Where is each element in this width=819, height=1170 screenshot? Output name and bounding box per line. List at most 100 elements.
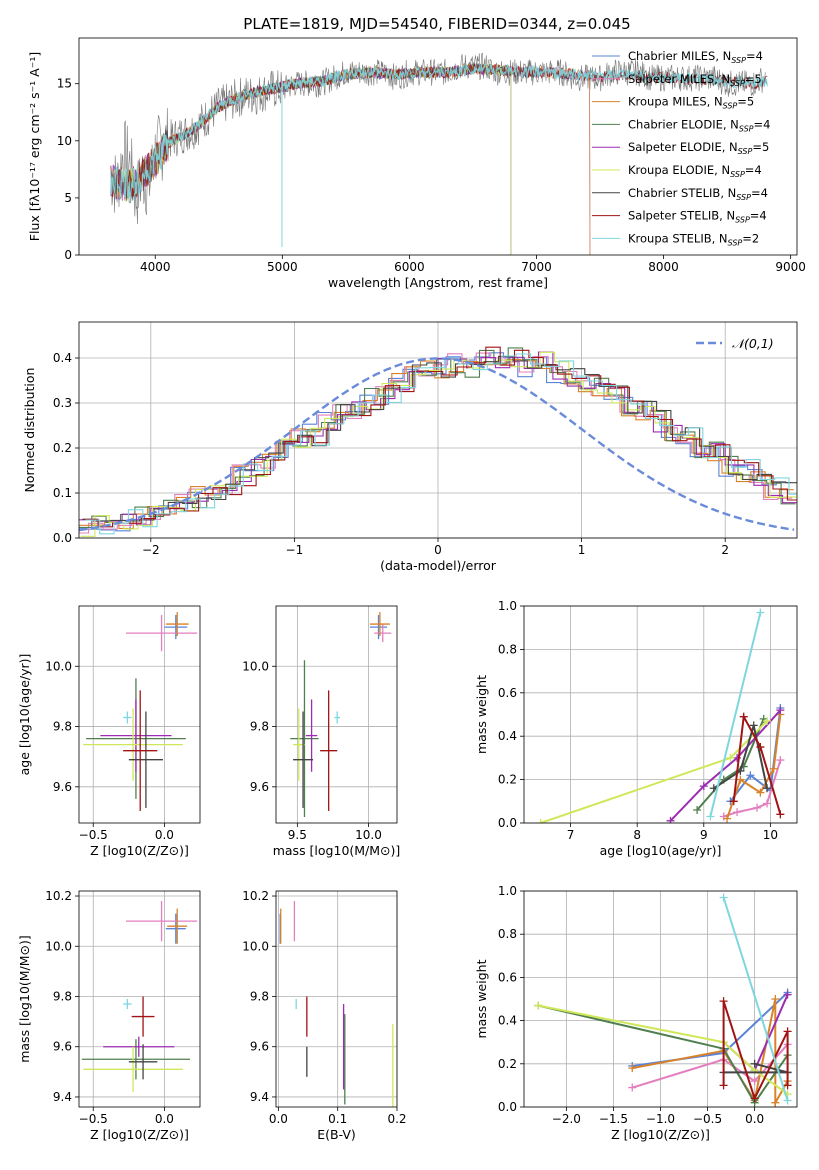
y-tick-label: 9.8	[250, 720, 269, 734]
axes-frame	[78, 321, 798, 539]
spectrum-panel: 4000 5000 6000 7000 8000 9000 0 5 10 15 wavelength…	[27, 37, 806, 290]
y-tick-label: 0.2	[498, 773, 517, 787]
legend-label: Chabrier STELIB, NSSP=4	[628, 186, 768, 202]
x-tick-label: 10.0	[355, 828, 382, 842]
y-tick-label: 0.8	[498, 642, 517, 656]
errorbars	[83, 612, 198, 811]
weight-marker	[749, 721, 758, 730]
model-spectrum-line	[110, 64, 512, 255]
model-spectrum-line	[110, 62, 768, 200]
model-spectrum-line	[110, 63, 512, 255]
weight-marker	[776, 810, 785, 819]
y-tick-label: 0.0	[498, 816, 517, 830]
y-tick-label: 0.2	[498, 1057, 517, 1071]
y-tick-label: 10.0	[45, 939, 72, 953]
weight-marker	[699, 782, 708, 791]
x-tick-label: 6000	[394, 260, 425, 274]
weight-marker	[756, 608, 765, 617]
y-tick-label: 10.2	[242, 889, 269, 903]
model-spectrum-line	[110, 63, 591, 255]
y-tick-label: 10.0	[242, 659, 269, 673]
x-axis-label: mass [log10(M/M⊙)]	[273, 843, 401, 858]
weight-marker	[783, 1081, 792, 1090]
legend-label: Salpeter STELIB, NSSP=4	[628, 209, 767, 225]
histogram-step	[80, 351, 797, 537]
x-tick-label: −1.0	[646, 1112, 675, 1126]
weight-marker	[628, 1064, 637, 1073]
axes-frame	[523, 890, 798, 1108]
x-tick-label: 2	[721, 543, 729, 557]
y-tick-label: 9.4	[53, 1090, 72, 1104]
errorbars	[81, 901, 198, 1092]
weight-line	[722, 897, 789, 1101]
weight-marker	[719, 893, 728, 902]
weight-marker	[733, 808, 742, 817]
axes-frame	[275, 605, 398, 824]
weight-marker	[753, 803, 762, 812]
x-tick-label: −2	[142, 543, 160, 557]
y-tick-label: 0.8	[498, 927, 517, 941]
weight-line	[732, 713, 782, 815]
y-tick-label: 0.2	[53, 441, 72, 455]
x-tick-label: −0.5	[79, 828, 108, 842]
y-tick-label: 0.6	[498, 686, 517, 700]
weight-lines	[536, 608, 785, 823]
axes-frame	[275, 890, 398, 1108]
y-axis-label: mass weight	[474, 675, 489, 754]
x-tick-label: 7000	[521, 260, 552, 274]
weight-marker	[534, 1001, 543, 1010]
x-tick-label: 0.0	[269, 1112, 288, 1126]
weight-marker	[783, 1027, 792, 1036]
weight-marker	[706, 812, 715, 821]
y-axis-label: age [log10(age/yr)]	[17, 654, 32, 776]
mass_weight_vs_age-panel: 7 8 9 10 0.0 0.2 0.4 0.6 0.8 1.0 age [log10(age/yr…	[474, 599, 798, 858]
y-tick-label: 9.8	[53, 720, 72, 734]
x-tick-label: 0.2	[387, 1112, 406, 1126]
x-tick-label: 0.0	[155, 828, 174, 842]
x-axis-label: Z [log10(Z/Z⊙)]	[90, 843, 189, 858]
legend-label: Kroupa ELODIE, NSSP=4	[628, 163, 762, 179]
mass_weight_vs_Z-panel: −2.0 −1.5 −1.0 −0.5 0.0 0.0 0.2 0.4 0.6 0.8 1.0 Z […	[474, 884, 798, 1142]
x-tick-label: 8000	[648, 260, 679, 274]
y-tick-label: 10.0	[242, 939, 269, 953]
weight-marker	[776, 756, 785, 765]
legend-label: Kroupa MILES, NSSP=5	[628, 95, 754, 111]
weight-marker	[746, 771, 755, 780]
weight-marker	[723, 814, 732, 823]
weight-marker	[776, 706, 785, 715]
weight-marker	[750, 1077, 759, 1086]
weight-marker	[763, 717, 772, 726]
y-tick-label: 9.8	[53, 989, 72, 1003]
y-tick-label: 0.4	[53, 351, 72, 365]
y-tick-label: 0.4	[498, 1014, 517, 1028]
weight-marker	[750, 1059, 759, 1068]
x-tick-label: 9000	[775, 260, 806, 274]
y-tick-label: 10.2	[45, 889, 72, 903]
histogram-step	[85, 353, 797, 535]
weight-marker	[750, 1094, 759, 1103]
axes-frame	[78, 605, 201, 824]
weight-marker	[783, 1096, 792, 1105]
histogram-step	[83, 346, 797, 528]
x-tick-label: −0.5	[79, 1112, 108, 1126]
y-tick-label: 9.6	[53, 1040, 72, 1054]
y-tick-label: 0.3	[53, 396, 72, 410]
legend-label: Kroupa STELIB, NSSP=2	[628, 231, 759, 247]
legend-label: Salpeter ELODIE, NSSP=5	[628, 140, 769, 156]
x-tick-label: 7	[567, 828, 575, 842]
weight-marker	[729, 797, 738, 806]
x-tick-label: 9	[700, 828, 708, 842]
x-tick-label: 0	[434, 543, 442, 557]
histogram-step	[79, 352, 793, 534]
legend-label: Chabrier ELODIE, NSSP=4	[628, 117, 770, 133]
x-tick-label: 4000	[140, 260, 171, 274]
axes-frame	[78, 37, 798, 256]
weight-marker	[726, 753, 735, 762]
weight-marker	[756, 743, 765, 752]
weight-marker	[769, 764, 778, 773]
legend: Chabrier MILES, NSSP=4 Salpeter MILES, NS…	[592, 49, 770, 247]
histogram-step	[82, 355, 797, 522]
normal-curve	[79, 357, 795, 532]
legend-label: 𝒩(0,1)	[732, 336, 774, 351]
